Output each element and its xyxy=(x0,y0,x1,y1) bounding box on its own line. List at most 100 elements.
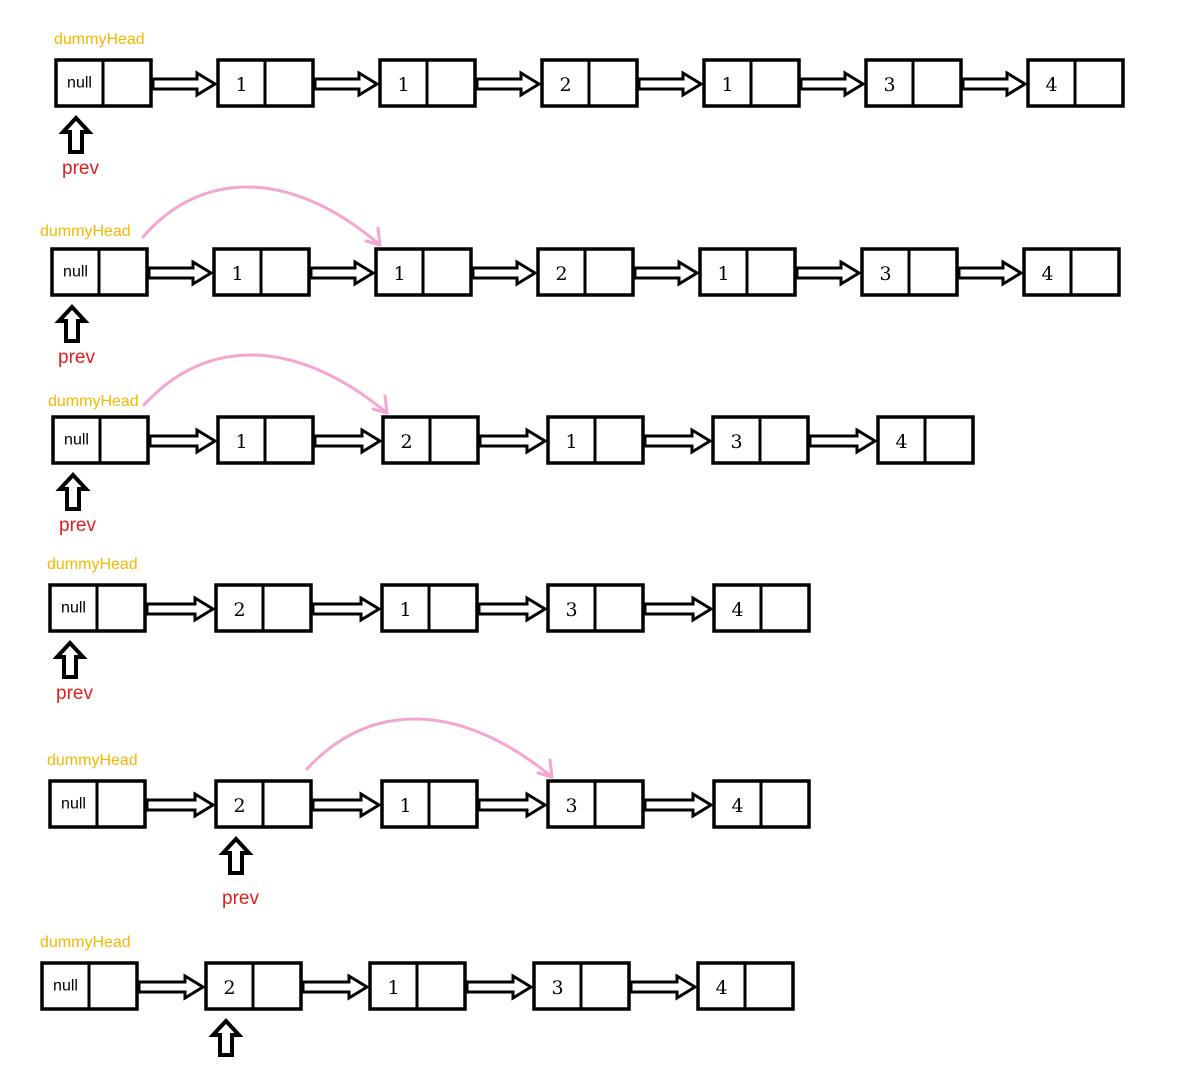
list-node: 1 xyxy=(378,58,477,108)
next-pointer-arrow xyxy=(147,259,214,287)
next-pointer-arrow xyxy=(808,427,878,455)
dummy-head-label: dummyHead xyxy=(54,31,145,48)
list-node: 4 xyxy=(712,779,811,829)
next-pointer-arrow xyxy=(301,973,370,1001)
list-node: 3 xyxy=(546,583,645,633)
next-pointer-arrow xyxy=(795,259,862,287)
prev-label: prev xyxy=(56,683,93,704)
node-value: 3 xyxy=(565,795,577,817)
node-value: 4 xyxy=(731,795,743,817)
node-value: 4 xyxy=(715,977,727,999)
node-value: 1 xyxy=(399,599,411,621)
node-value: 1 xyxy=(231,263,243,285)
list-node: 1 xyxy=(212,247,311,297)
skip-pointer-arrowhead xyxy=(371,394,389,415)
list-node: 4 xyxy=(1026,58,1125,108)
skip-pointer-arrowhead xyxy=(536,758,554,779)
list-node: 1 xyxy=(702,58,801,108)
next-pointer-arrow xyxy=(637,70,704,98)
next-pointer-arrow xyxy=(311,791,382,819)
list-node: 2 xyxy=(214,583,313,633)
node-value: 1 xyxy=(393,263,405,285)
skip-pointer-curve xyxy=(305,717,554,779)
list-node: 1 xyxy=(216,58,315,108)
prev-pointer-arrow xyxy=(52,640,88,679)
node-value: 1 xyxy=(235,431,247,453)
prev-label: prev xyxy=(58,347,95,368)
list-node: 2 xyxy=(540,58,639,108)
node-value: 4 xyxy=(1045,74,1057,96)
list-node: 1 xyxy=(368,961,467,1011)
list-node: 1 xyxy=(380,779,479,829)
list-node: 2 xyxy=(204,961,303,1011)
node-value: 2 xyxy=(233,795,245,817)
next-pointer-arrow xyxy=(957,259,1024,287)
list-node: 1 xyxy=(374,247,473,297)
list-row-step-3: dummyHead null 1 2 1 3 4 prev xyxy=(48,353,975,536)
next-pointer-arrow xyxy=(478,427,548,455)
next-pointer-arrow xyxy=(643,595,714,623)
node-value: 2 xyxy=(400,431,412,453)
skip-pointer-curve xyxy=(141,185,382,247)
list-node: 2 xyxy=(214,779,313,829)
list-node: 3 xyxy=(711,415,810,465)
node-value: 4 xyxy=(731,599,743,621)
list-node: 3 xyxy=(860,247,959,297)
dummy-head-label: dummyHead xyxy=(40,934,131,951)
list-node: 2 xyxy=(381,415,480,465)
list-node: 1 xyxy=(698,247,797,297)
skip-pointer-arrowhead xyxy=(364,226,382,247)
node-value: 1 xyxy=(397,74,409,96)
dummy-head-label: dummyHead xyxy=(40,223,131,240)
null-value: null xyxy=(67,75,92,92)
next-pointer-arrow xyxy=(643,791,714,819)
prev-pointer-arrow xyxy=(208,1018,244,1057)
list-row-step-2: dummyHead null 1 1 2 1 3 4 prev xyxy=(40,185,1121,368)
prev-pointer-arrow xyxy=(58,115,94,154)
node-value: 1 xyxy=(235,74,247,96)
next-pointer-arrow xyxy=(475,70,542,98)
dummy-head-node: null xyxy=(40,961,139,1011)
next-pointer-arrow xyxy=(145,595,216,623)
prev-pointer-arrow xyxy=(54,304,90,343)
node-value: 1 xyxy=(717,263,729,285)
next-pointer-arrow xyxy=(148,427,218,455)
node-value: 1 xyxy=(387,977,399,999)
next-pointer-arrow xyxy=(313,70,380,98)
next-pointer-arrow xyxy=(799,70,866,98)
node-value: 3 xyxy=(879,263,891,285)
list-node: 1 xyxy=(380,583,479,633)
list-row-step-6: dummyHead null 2 1 3 4 xyxy=(40,934,795,1057)
dummy-head-node: null xyxy=(51,415,150,465)
list-node: 3 xyxy=(532,961,631,1011)
skip-pointer-curve xyxy=(142,353,389,415)
node-value: 2 xyxy=(233,599,245,621)
dummy-head-node: null xyxy=(48,779,147,829)
dummy-head-label: dummyHead xyxy=(47,556,138,573)
node-value: 1 xyxy=(721,74,733,96)
next-pointer-arrow xyxy=(137,973,206,1001)
next-pointer-arrow xyxy=(471,259,538,287)
dummy-head-node: null xyxy=(50,247,149,297)
node-value: 3 xyxy=(551,977,563,999)
list-node: 4 xyxy=(712,583,811,633)
prev-label: prev xyxy=(59,515,96,536)
next-pointer-arrow xyxy=(313,427,383,455)
list-row-step-5: dummyHead null 2 1 3 4 prev xyxy=(47,717,811,909)
next-pointer-arrow xyxy=(151,70,218,98)
node-value: 2 xyxy=(223,977,235,999)
list-node: 1 xyxy=(216,415,315,465)
prev-label: prev xyxy=(222,888,259,909)
prev-pointer-arrow xyxy=(218,836,254,875)
next-pointer-arrow xyxy=(629,973,698,1001)
prev-pointer-arrow xyxy=(55,472,91,511)
next-pointer-arrow xyxy=(643,427,713,455)
node-value: 2 xyxy=(559,74,571,96)
list-row-step-4: dummyHead null 2 1 3 4 prev xyxy=(47,556,811,704)
list-node: 4 xyxy=(696,961,795,1011)
node-value: 2 xyxy=(555,263,567,285)
next-pointer-arrow xyxy=(633,259,700,287)
next-pointer-arrow xyxy=(477,595,548,623)
list-node: 2 xyxy=(536,247,635,297)
dummy-head-node: null xyxy=(54,58,153,108)
